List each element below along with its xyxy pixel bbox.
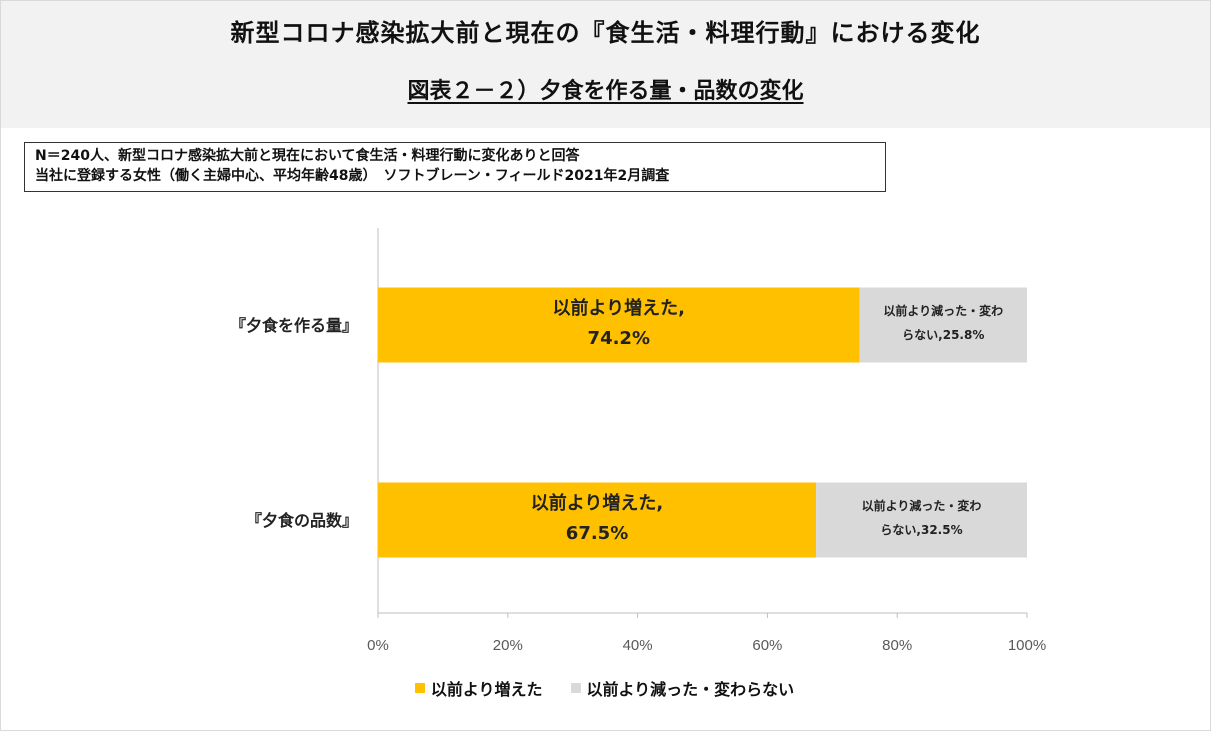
x-tick-label: 100%: [1008, 637, 1046, 654]
legend-label: 以前より増えた: [430, 680, 543, 699]
x-tick-label: 80%: [882, 637, 912, 654]
data-label: 以前より減った・変わ: [883, 303, 1003, 318]
data-label: 67.5%: [566, 523, 628, 544]
survey-note: N＝240人、新型コロナ感染拡大前と現在において食生活・料理行動に変化ありと回答…: [24, 142, 886, 192]
legend-label: 以前より減った・変わらない: [586, 680, 795, 699]
bar-segment: [378, 482, 817, 558]
data-label: 74.2%: [588, 328, 650, 349]
data-label: 以前より減った・変わ: [862, 498, 982, 513]
figure-subtitle: 図表２－２）夕食を作る量・品数の変化: [407, 79, 804, 104]
x-tick-label: 0%: [367, 637, 389, 654]
data-label: 以前より増えた,: [531, 492, 663, 514]
survey-note-line1: N＝240人、新型コロナ感染拡大前と現在において食生活・料理行動に変化ありと回答: [35, 148, 580, 164]
stacked-bar-chart: 0% 20% 40% 60% 80% 100%『夕食を作る量』以前より増えた,74.2%以…: [230, 228, 1046, 654]
legend-item: 以前より減った・変わらない: [570, 676, 795, 700]
data-label: らない,25.8%: [902, 328, 984, 342]
x-tick-label: 20%: [493, 637, 523, 654]
legend-swatch: [570, 683, 581, 693]
survey-note-line2: 当社に登録する女性（働く主婦中心、平均年齢48歳） ソフトブレーン・フィールド2…: [35, 168, 670, 184]
header-band: 新型コロナ感染拡大前と現在の『食生活・料理行動』における変化 図表２－２）夕食を…: [1, 1, 1210, 128]
page-title: 新型コロナ感染拡大前と現在の『食生活・料理行動』における変化: [230, 19, 981, 47]
legend-swatch: [414, 683, 425, 693]
data-label: 以前より増えた,: [553, 297, 685, 319]
bar-segment: [859, 287, 1027, 363]
x-tick-label: 40%: [623, 637, 653, 654]
legend-item: 以前より増えた: [414, 676, 543, 700]
category-label: 『夕食の品数』: [246, 511, 358, 530]
data-label: らない,32.5%: [880, 523, 962, 537]
bar-segment: [378, 287, 860, 363]
bar-segment: [816, 482, 1027, 558]
x-tick-label: 60%: [752, 637, 782, 654]
chart-legend: 以前より増えた 以前より減った・変わらない: [0, 676, 1209, 700]
category-label: 『夕食を作る量』: [230, 316, 358, 335]
